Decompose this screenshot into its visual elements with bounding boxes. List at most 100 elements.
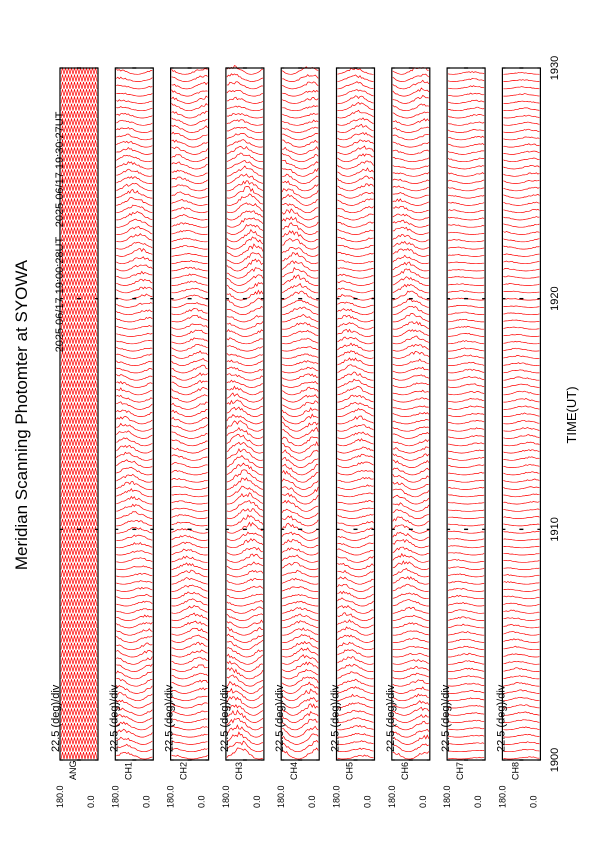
series-trace <box>226 724 264 738</box>
series-trace <box>226 585 264 592</box>
series-trace <box>281 247 319 257</box>
series-trace <box>171 462 208 468</box>
series-trace <box>60 220 98 228</box>
series-trace <box>171 672 208 680</box>
series-trace <box>171 245 208 250</box>
series-trace <box>171 748 208 753</box>
series-trace <box>503 128 540 133</box>
series-trace <box>226 202 264 214</box>
series-trace <box>226 392 264 403</box>
series-trace <box>226 508 264 519</box>
series-trace <box>171 323 208 330</box>
series-trace <box>116 69 153 75</box>
series-trace <box>226 537 264 549</box>
series-trace <box>282 634 319 643</box>
series-trace <box>282 661 319 672</box>
series-trace <box>226 210 264 221</box>
series-trace <box>282 126 319 133</box>
series-trace <box>392 247 429 257</box>
series-trace <box>282 230 319 243</box>
series-trace <box>60 526 98 534</box>
series-trace <box>337 663 374 672</box>
series-trace <box>448 689 485 694</box>
series-trace <box>448 427 485 432</box>
series-trace <box>282 313 319 323</box>
series-trace <box>337 314 374 323</box>
series-trace <box>447 538 485 541</box>
series-trace <box>171 409 208 417</box>
series-trace <box>337 160 374 170</box>
series-trace <box>337 542 374 549</box>
series-trace <box>226 660 263 672</box>
series-trace <box>171 337 208 345</box>
series-trace <box>392 693 429 702</box>
series-trace <box>282 353 319 359</box>
series-trace <box>503 268 540 272</box>
series-trace <box>392 226 429 235</box>
series-trace <box>337 415 374 425</box>
series-trace <box>116 608 153 614</box>
series-trace <box>282 299 319 308</box>
series-trace <box>226 740 264 753</box>
series-trace <box>448 616 485 621</box>
series-trace <box>116 466 153 476</box>
series-trace <box>392 118 430 126</box>
series-trace <box>448 573 485 578</box>
series-trace <box>60 752 98 760</box>
series-trace <box>448 405 485 410</box>
scale-label: 22.5 (deg)/div <box>385 684 397 752</box>
series-trace <box>60 599 98 607</box>
series-trace <box>337 453 374 461</box>
series-trace <box>171 214 208 221</box>
series-trace <box>392 713 429 723</box>
series-trace <box>337 123 374 133</box>
series-trace <box>503 523 540 527</box>
series-trace <box>171 469 208 476</box>
series-trace <box>337 244 374 250</box>
series-trace <box>392 637 429 643</box>
series-trace <box>226 477 263 490</box>
series-trace <box>60 183 98 191</box>
scale-label: 22.5 (deg)/div <box>50 684 62 752</box>
series-trace <box>448 705 485 709</box>
series-trace <box>392 405 429 410</box>
y-min-label: 0.0 <box>197 795 207 808</box>
series-trace <box>282 366 319 374</box>
series-trace <box>448 376 485 381</box>
x-axis-label: TIME(UT) <box>564 386 579 443</box>
series-trace <box>171 131 208 141</box>
series-trace <box>392 509 429 519</box>
series-trace <box>337 754 374 760</box>
y-min-label: 0.0 <box>252 795 262 808</box>
series-trace <box>171 710 208 716</box>
series-trace <box>171 718 208 723</box>
series-trace <box>226 462 263 476</box>
series-trace <box>503 719 540 723</box>
series-trace <box>60 198 98 206</box>
series-trace <box>337 656 374 665</box>
series-trace <box>226 236 264 250</box>
series-trace <box>282 203 319 214</box>
series-trace <box>171 253 208 257</box>
series-trace <box>337 527 374 534</box>
series-trace <box>281 394 319 403</box>
series-trace <box>116 106 153 112</box>
series-trace <box>282 105 319 112</box>
series-trace <box>448 420 485 425</box>
series-trace <box>282 421 319 432</box>
series-trace <box>448 750 485 753</box>
series-trace <box>503 93 540 97</box>
series-trace <box>503 689 540 694</box>
series-trace <box>337 702 374 709</box>
series-trace <box>60 395 98 403</box>
series-trace <box>226 704 264 716</box>
series-trace <box>337 213 374 221</box>
series-trace <box>503 397 540 403</box>
series-trace <box>503 530 540 534</box>
series-trace <box>448 756 485 760</box>
series-trace <box>392 488 430 498</box>
series-trace <box>392 531 429 541</box>
series-trace <box>116 286 153 294</box>
series-trace <box>171 702 208 709</box>
series-trace <box>116 586 153 592</box>
